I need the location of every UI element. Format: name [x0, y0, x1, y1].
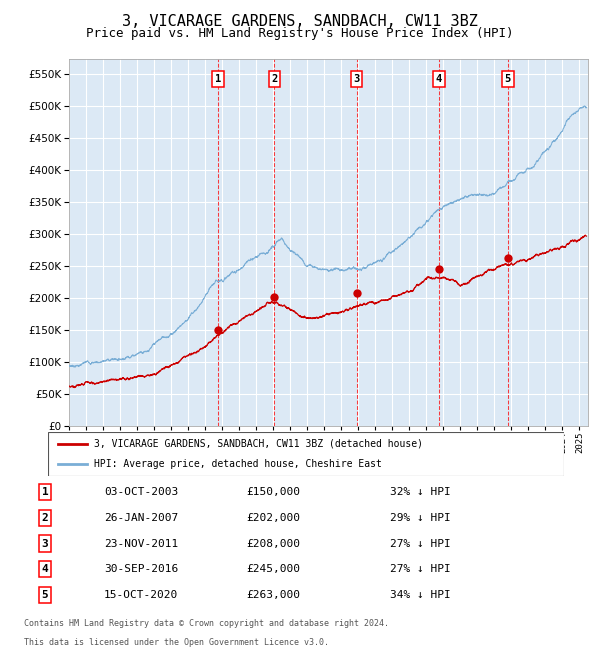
Text: 3, VICARAGE GARDENS, SANDBACH, CW11 3BZ: 3, VICARAGE GARDENS, SANDBACH, CW11 3BZ — [122, 14, 478, 29]
Text: 4: 4 — [436, 74, 442, 84]
Text: £208,000: £208,000 — [246, 539, 300, 549]
Text: £202,000: £202,000 — [246, 513, 300, 523]
Text: HPI: Average price, detached house, Cheshire East: HPI: Average price, detached house, Ches… — [94, 460, 382, 469]
Text: 15-OCT-2020: 15-OCT-2020 — [104, 590, 178, 600]
Text: £263,000: £263,000 — [246, 590, 300, 600]
Text: 34% ↓ HPI: 34% ↓ HPI — [390, 590, 451, 600]
Text: 26-JAN-2007: 26-JAN-2007 — [104, 513, 178, 523]
FancyBboxPatch shape — [48, 432, 564, 476]
Text: 23-NOV-2011: 23-NOV-2011 — [104, 539, 178, 549]
Text: Contains HM Land Registry data © Crown copyright and database right 2024.: Contains HM Land Registry data © Crown c… — [24, 619, 389, 628]
Text: 5: 5 — [505, 74, 511, 84]
Text: 32% ↓ HPI: 32% ↓ HPI — [390, 488, 451, 497]
Text: 2: 2 — [271, 74, 278, 84]
Text: 30-SEP-2016: 30-SEP-2016 — [104, 564, 178, 574]
Text: Price paid vs. HM Land Registry's House Price Index (HPI): Price paid vs. HM Land Registry's House … — [86, 27, 514, 40]
Text: 3, VICARAGE GARDENS, SANDBACH, CW11 3BZ (detached house): 3, VICARAGE GARDENS, SANDBACH, CW11 3BZ … — [94, 439, 424, 449]
Text: 4: 4 — [41, 564, 49, 574]
Text: This data is licensed under the Open Government Licence v3.0.: This data is licensed under the Open Gov… — [24, 638, 329, 647]
Text: 29% ↓ HPI: 29% ↓ HPI — [390, 513, 451, 523]
Text: £245,000: £245,000 — [246, 564, 300, 574]
Text: 27% ↓ HPI: 27% ↓ HPI — [390, 564, 451, 574]
Text: 03-OCT-2003: 03-OCT-2003 — [104, 488, 178, 497]
Text: 1: 1 — [41, 488, 49, 497]
Text: 5: 5 — [41, 590, 49, 600]
Text: 3: 3 — [353, 74, 360, 84]
Text: 27% ↓ HPI: 27% ↓ HPI — [390, 539, 451, 549]
Text: 2: 2 — [41, 513, 49, 523]
Text: 1: 1 — [215, 74, 221, 84]
Text: £150,000: £150,000 — [246, 488, 300, 497]
Text: 3: 3 — [41, 539, 49, 549]
